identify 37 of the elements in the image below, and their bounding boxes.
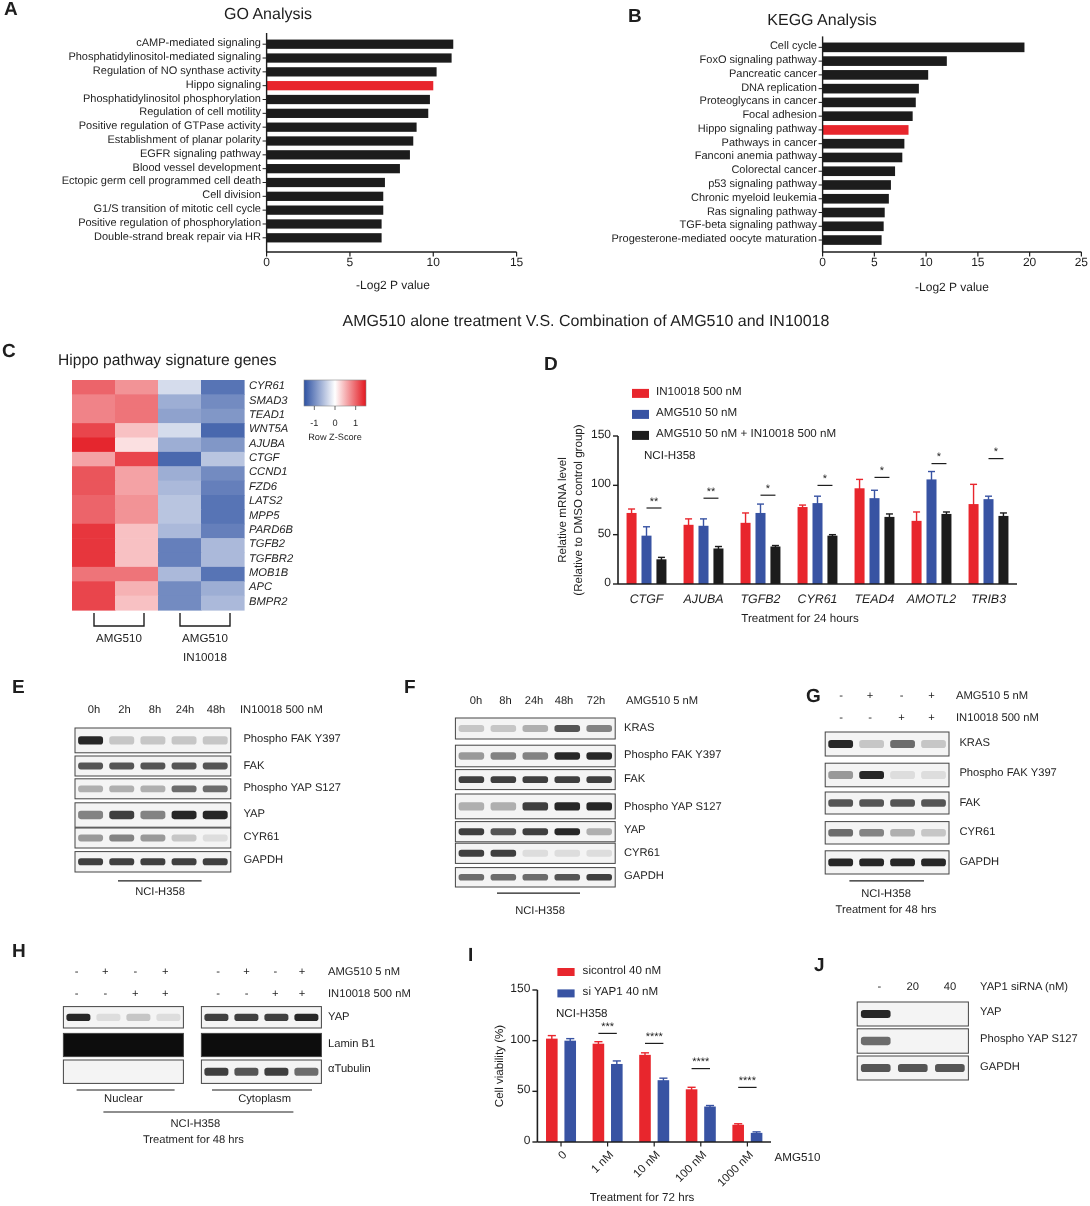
text: G xyxy=(806,686,821,709)
bar xyxy=(911,520,922,584)
bar xyxy=(755,512,766,584)
text: AMG510 alone treatment V.S. Combination of AMG510 and IN10018 xyxy=(342,312,831,331)
bar xyxy=(564,1040,577,1142)
bar xyxy=(740,522,751,584)
text: C xyxy=(2,341,16,363)
chart-title: GO Analysis xyxy=(223,5,313,23)
bar xyxy=(926,479,937,584)
bar xyxy=(592,1043,605,1142)
text: J xyxy=(814,955,825,977)
text: D xyxy=(544,354,558,376)
bar xyxy=(657,1080,670,1142)
bar xyxy=(641,535,652,584)
bar xyxy=(683,524,694,584)
bar xyxy=(685,1089,698,1142)
text: H xyxy=(12,941,26,963)
bar xyxy=(854,488,865,584)
bar xyxy=(797,507,808,584)
text: A xyxy=(4,0,18,21)
bar xyxy=(983,499,994,584)
text: B xyxy=(628,6,642,28)
bar xyxy=(639,1054,651,1142)
bar xyxy=(626,512,637,584)
bar xyxy=(611,1063,623,1142)
text: I xyxy=(468,945,474,967)
bar xyxy=(812,503,823,584)
bar xyxy=(704,1106,716,1142)
text: F xyxy=(404,677,416,699)
chart-title: KEGG Analysis xyxy=(767,11,877,29)
bar xyxy=(732,1124,744,1142)
bar xyxy=(266,81,434,91)
text: E xyxy=(12,677,25,699)
bar xyxy=(822,125,909,135)
bar xyxy=(869,498,880,584)
bar xyxy=(546,1038,558,1142)
bar xyxy=(698,525,709,584)
